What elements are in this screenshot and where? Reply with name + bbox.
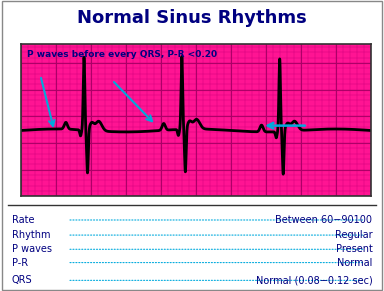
Text: P waves: P waves — [12, 244, 51, 254]
Text: Rhythm: Rhythm — [12, 230, 50, 240]
Text: P waves before every QRS, P-R <0.20: P waves before every QRS, P-R <0.20 — [27, 50, 217, 59]
Text: Normal Sinus Rhythms: Normal Sinus Rhythms — [77, 9, 307, 27]
Text: Present: Present — [336, 244, 372, 254]
Text: QRS: QRS — [12, 275, 32, 285]
Text: P-R: P-R — [12, 258, 28, 268]
Text: Between 60−90100: Between 60−90100 — [275, 215, 372, 225]
Text: Rate: Rate — [12, 215, 34, 225]
Text: Regular: Regular — [335, 230, 372, 240]
Text: Normal (0.08−0.12 sec): Normal (0.08−0.12 sec) — [256, 275, 372, 285]
Text: Normal: Normal — [337, 258, 372, 268]
